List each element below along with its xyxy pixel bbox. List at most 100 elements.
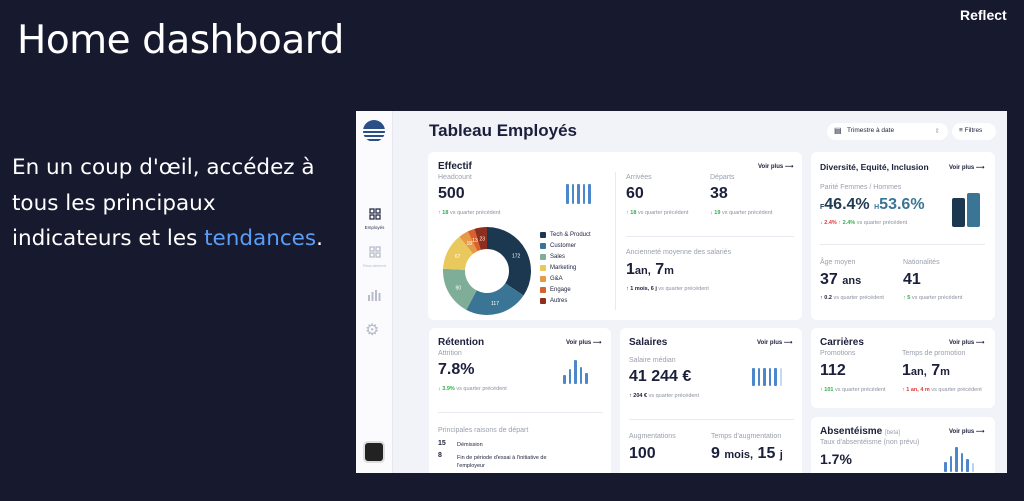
h-delta: 2.4% <box>842 220 856 226</box>
unit: mois, <box>724 449 754 461</box>
salary-sparkbars <box>752 368 782 386</box>
filters-label: Filtres <box>964 127 983 134</box>
absenteisme-card: Absentéisme [beta] Voir plus ⟶ Taux d'ab… <box>811 417 995 473</box>
donut-slice-label: 90 <box>456 285 462 291</box>
legend-item: Autres <box>540 298 567 304</box>
rate-label: Taux d'absentéisme (non prévu) <box>820 439 920 446</box>
see-more-label: Voir plus <box>566 340 592 346</box>
sidebar-item-employes[interactable]: Employés <box>356 207 393 230</box>
departures-label: Départs <box>710 174 735 181</box>
parity-values: F46.4% H53.6% <box>820 196 925 214</box>
promo-time-value: 1an, 7m <box>902 362 950 380</box>
promo-time-label: Temps de promotion <box>902 350 966 357</box>
vs-label: vs quarter précédent <box>721 210 773 216</box>
legend-item: G&A <box>540 276 563 282</box>
unit: an, <box>910 366 927 378</box>
arrivals-label: Arrivées <box>626 174 652 181</box>
divider <box>438 412 603 413</box>
department-donut-chart: 172 117 90 67 18 13 23 <box>443 227 531 315</box>
sidebar-label: Employés <box>364 225 385 230</box>
sidebar-item-recrutement[interactable]: Recrutement <box>356 245 393 268</box>
vs-label: vs quarter précédent <box>658 286 709 292</box>
filters-button[interactable]: ≡ Filtres <box>952 123 996 140</box>
legend-item: Customer <box>540 243 576 249</box>
nationalities-delta: 5 <box>907 295 911 301</box>
reason-label: Démission <box>457 442 483 448</box>
headcount-label: Headcount <box>438 174 472 181</box>
period-select[interactable]: Trimestre à date ⇕ ▤ <box>827 123 948 140</box>
legend-label: Autres <box>550 298 568 304</box>
donut-slice-label: 117 <box>491 301 499 307</box>
nationalities-label: Nationalités <box>903 259 940 266</box>
sidebar-label: Recrutement <box>363 263 386 268</box>
dashboard-title: Tableau Employés <box>429 121 578 140</box>
arrow-right-icon: ⟶ <box>592 340 602 346</box>
see-more-label: Voir plus <box>949 429 975 435</box>
headcount-sparkbars <box>566 184 591 204</box>
promotions-delta: 101 <box>824 387 834 393</box>
donut-slice-label: 13 <box>472 238 478 244</box>
see-more-link[interactable]: Voir plus ⟶ <box>949 164 985 171</box>
donut-slice <box>443 268 477 310</box>
bar-chart-icon[interactable] <box>367 289 381 301</box>
f-delta: 2.4% <box>824 220 837 226</box>
median-label: Salaire médian <box>629 357 676 364</box>
brand-logo: Reflect <box>960 7 1007 23</box>
see-more-link[interactable]: Voir plus ⟶ <box>949 339 985 346</box>
donut-slice-label: 18 <box>467 241 473 247</box>
legend-item: Sales <box>540 254 565 260</box>
vs-label: vs quarter précédent <box>931 387 982 393</box>
raise-time-label: Temps d'augmentation <box>711 433 782 440</box>
tagline: En un coup d'œil, accédez à tous les pri… <box>12 150 332 257</box>
divider <box>615 172 616 310</box>
gear-icon[interactable]: ⚙ <box>365 322 380 339</box>
departures-value: 38 <box>710 185 728 202</box>
see-more-link[interactable]: Voir plus ⟶ <box>566 339 602 346</box>
page-title: Home dashboard <box>17 18 344 63</box>
see-more-link[interactable]: Voir plus ⟶ <box>758 163 794 170</box>
attrition-value: 7.8% <box>438 361 475 378</box>
legend-swatch <box>540 232 546 238</box>
see-more-label: Voir plus <box>949 340 975 346</box>
see-more-link[interactable]: Voir plus ⟶ <box>757 339 793 346</box>
avatar[interactable] <box>363 441 385 463</box>
retention-card: Rétention Voir plus ⟶ Attrition 7.8% ↓ 3… <box>429 328 611 473</box>
male-bar <box>967 193 980 227</box>
arrow-right-icon: ⟶ <box>783 340 793 346</box>
effectif-card: Effectif Voir plus ⟶ Headcount 500 ↑ 18 … <box>428 152 802 320</box>
see-more-label: Voir plus <box>758 164 784 170</box>
reasons-label: Principales raisons de départ <box>438 427 529 434</box>
promotions-value: 112 <box>820 362 846 379</box>
divider <box>626 236 794 237</box>
legend-label: G&A <box>550 276 563 282</box>
median-delta: 204 € <box>633 393 648 399</box>
num: 37 <box>820 271 838 288</box>
donut-slice-label: 172 <box>512 253 521 259</box>
legend-label: Engage <box>550 287 571 293</box>
reason-label: Fin de période d'essai à l'initiative de… <box>457 455 547 469</box>
legend-label: Customer <box>550 243 577 249</box>
median-value: 41 244 € <box>629 368 692 385</box>
legend-swatch <box>540 265 546 271</box>
see-more-label: Voir plus <box>757 340 783 346</box>
beta-badge: [beta] <box>885 430 901 436</box>
arrow-right-icon: ⟶ <box>784 164 794 170</box>
vs-label: vs quarter précédent <box>911 295 963 301</box>
num: 7 <box>655 261 665 278</box>
legend-item: Marketing <box>540 265 576 271</box>
tagline-suffix: . <box>316 226 323 251</box>
arrow-right-icon: ⟶ <box>975 429 985 435</box>
card-title: Salaires <box>629 337 668 348</box>
promotions-label: Promotions <box>820 350 856 357</box>
unit: m <box>940 366 950 378</box>
headcount-value: 500 <box>438 185 465 202</box>
rate-value: 1.7% <box>820 451 852 467</box>
see-more-link[interactable]: Voir plus ⟶ <box>949 428 985 435</box>
vs-label: vs quarter précédent <box>856 220 908 226</box>
h-value: 53.6% <box>879 196 925 213</box>
donut-slice <box>459 231 478 254</box>
legend-label: Tech & Product <box>550 232 591 238</box>
tagline-highlight: tendances <box>204 226 317 251</box>
promo-time-delta: 1 an, 4 m <box>906 387 930 393</box>
legend-swatch <box>540 254 546 260</box>
